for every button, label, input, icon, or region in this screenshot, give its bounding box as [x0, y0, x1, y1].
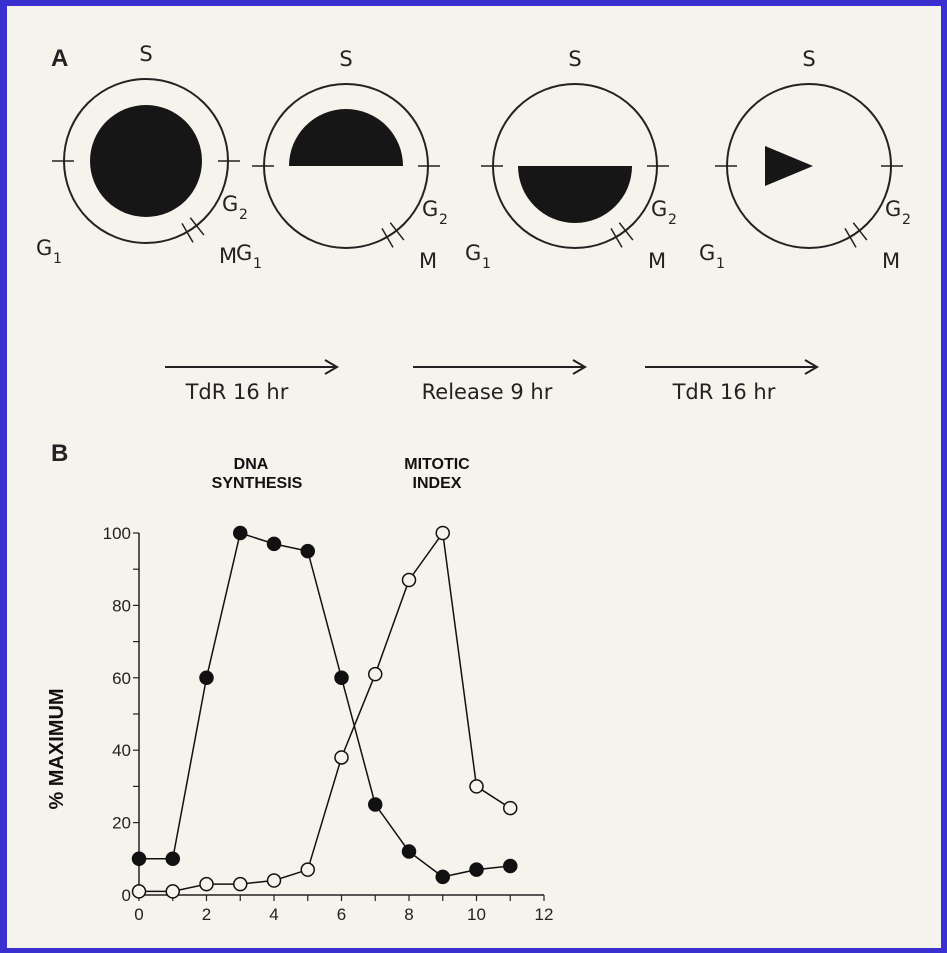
g1-phase-label: G — [36, 236, 52, 260]
mitotic-point — [503, 800, 518, 816]
mitotic-point — [401, 572, 417, 588]
g1-phase-label: G — [699, 241, 715, 265]
cycle-circle-2: SG 1G 2M — [236, 47, 448, 273]
line-chart: 0 2 4 6 8 10 12 0 20 40 60 80 100 — [103, 524, 554, 924]
m-phase-label: M — [882, 249, 900, 273]
labeled-cells-wedge — [765, 146, 813, 186]
mitotic-point — [469, 779, 484, 794]
mitotic-point — [233, 876, 248, 892]
g2-subscript: 2 — [239, 207, 248, 223]
series-line — [139, 531, 511, 893]
g2-phase-label: G — [885, 197, 901, 221]
g2-subscript: 2 — [902, 212, 911, 228]
dna-header-line2: SYNTHESIS — [212, 475, 303, 492]
dna-point — [266, 536, 282, 552]
g1-subscript: 1 — [53, 251, 62, 267]
y-tick-label: 40 — [112, 741, 131, 760]
dna-point — [300, 543, 315, 559]
mitotic-header-line2: INDEX — [413, 475, 462, 492]
s-phase-label: S — [139, 42, 152, 66]
g1-phase-label: G — [465, 241, 481, 265]
labeled-cells-upper-half — [289, 109, 403, 166]
x-tick-label: 4 — [269, 905, 278, 924]
m-phase-label: M — [419, 249, 437, 273]
cycle-circle-1: SG 1G 2M — [36, 42, 248, 268]
x-tick-label: 10 — [467, 905, 486, 924]
g2-phase-label: G — [422, 197, 438, 221]
s-phase-label: S — [802, 47, 815, 71]
x-tick-label: 12 — [535, 905, 554, 924]
x-tick-label: 2 — [202, 905, 211, 924]
step-label-3: TdR 16 hr — [672, 380, 776, 404]
g2-subscript: 2 — [668, 212, 677, 228]
step-arrow-1 — [165, 359, 339, 375]
series-mitotic-index — [131, 525, 518, 899]
dna-point — [435, 869, 450, 885]
x-tick-label: 8 — [404, 905, 413, 924]
mitotic-point — [266, 873, 282, 888]
g2-phase-label: G — [222, 192, 238, 216]
x-tick-label: 0 — [134, 905, 143, 924]
g1-subscript: 1 — [482, 256, 491, 272]
mitotic-point — [165, 884, 180, 899]
dna-point — [368, 797, 383, 812]
cycle-circle-3: SG 1G 2M — [465, 47, 677, 273]
s-phase-label: S — [339, 47, 352, 71]
dna-point — [131, 851, 147, 867]
dna-point — [334, 670, 349, 686]
mitotic-header-line1: MITOTIC — [404, 456, 470, 473]
step-label-2: Release 9 hr — [422, 380, 553, 404]
dna-point — [233, 525, 248, 541]
g2-subscript: 2 — [439, 212, 448, 228]
y-tick-label: 80 — [112, 596, 131, 615]
mitotic-point — [435, 525, 450, 541]
series-dna-synthesis — [131, 525, 518, 885]
step-arrow-2 — [413, 359, 587, 375]
y-tick-label: 20 — [112, 814, 131, 833]
mitotic-point — [300, 862, 315, 877]
series-line — [139, 532, 511, 878]
dna-point — [469, 862, 484, 877]
dna-header-line1: DNA — [234, 456, 269, 473]
g2-phase-label: G — [651, 197, 667, 221]
m-phase-label: M — [648, 249, 666, 273]
step-arrow-3 — [645, 359, 819, 375]
mitotic-point — [199, 876, 214, 892]
s-phase-label: S — [568, 47, 581, 71]
g1-subscript: 1 — [253, 256, 262, 272]
mitotic-point — [368, 666, 383, 682]
y-tick-label: 0 — [122, 886, 131, 905]
labeled-cells-lower-half — [518, 166, 632, 223]
mitotic-point — [131, 884, 147, 899]
y-tick-label: 60 — [112, 669, 131, 688]
m-phase-label: M — [219, 244, 237, 268]
cycle-circle-4: SG 1G 2M — [699, 47, 911, 273]
g1-subscript: 1 — [716, 256, 725, 272]
x-tick-label: 6 — [337, 905, 346, 924]
mitotic-point — [334, 750, 349, 765]
dna-point — [165, 851, 180, 867]
g1-phase-label: G — [236, 241, 252, 265]
dna-point — [503, 858, 518, 874]
labeled-cells-disc — [90, 105, 202, 217]
y-tick-label: 100 — [103, 524, 131, 543]
step-label-1: TdR 16 hr — [185, 380, 289, 404]
dna-point — [401, 844, 417, 859]
panel-b-label: B — [51, 440, 68, 467]
panel-a-label: A — [51, 45, 68, 72]
y-axis-label: % MAXIMUM — [46, 688, 68, 809]
dna-point — [199, 670, 214, 686]
